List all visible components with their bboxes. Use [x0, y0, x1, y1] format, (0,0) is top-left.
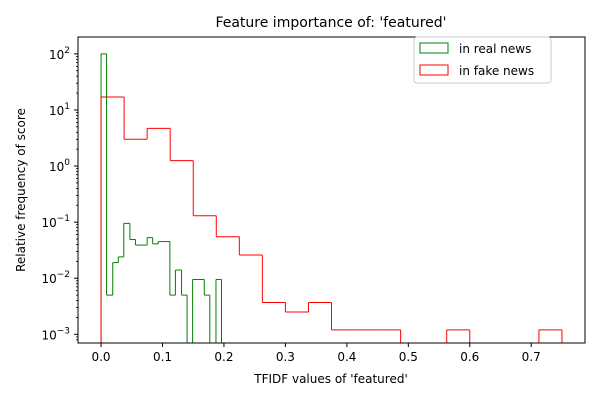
- x-tick-label: 0.4: [337, 350, 356, 364]
- legend-label-real-news: in real news: [459, 42, 531, 56]
- y-tick-label: 10−2: [41, 270, 70, 286]
- chart-title: Feature importance of: 'featured': [215, 15, 446, 31]
- y-tick-label: 10−3: [41, 326, 70, 342]
- x-axis: 0.0 0.1 0.2 0.3 0.4 0.5 0.6 0.7: [91, 343, 541, 364]
- plot-frame: [77, 36, 586, 344]
- y-axis-label: Relative frequency of score: [14, 108, 28, 272]
- legend-label-fake-news: in fake news: [459, 64, 534, 78]
- x-tick-label: 0.1: [153, 350, 172, 364]
- x-tick-label: 0.6: [460, 350, 479, 364]
- x-tick-label: 0.5: [399, 350, 418, 364]
- y-tick-label: 102: [49, 46, 70, 62]
- legend: in real news in fake news: [413, 36, 552, 84]
- x-tick-label: 0.7: [522, 350, 541, 364]
- x-axis-label: TFIDF values of 'featured': [253, 372, 408, 386]
- legend-swatch-real-news: [419, 42, 449, 54]
- legend-swatch-fake-news: [419, 64, 449, 76]
- x-tick-label: 0.0: [91, 350, 110, 364]
- y-tick-label: 101: [49, 102, 70, 118]
- y-axis: 10−3 10−2 10−1 100 101 102: [41, 46, 78, 342]
- y-tick-label: 100: [49, 158, 70, 174]
- y-tick-label: 10−1: [41, 214, 70, 230]
- x-tick-label: 0.3: [276, 350, 295, 364]
- x-tick-label: 0.2: [214, 350, 233, 364]
